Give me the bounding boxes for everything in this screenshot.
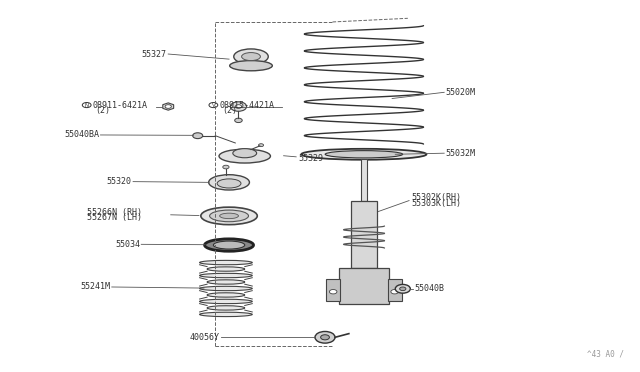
Text: (2): (2) — [222, 106, 237, 115]
Bar — [361, 159, 367, 201]
Circle shape — [193, 133, 203, 139]
Ellipse shape — [220, 213, 239, 219]
Circle shape — [330, 289, 337, 294]
Circle shape — [223, 165, 229, 169]
Text: 55329: 55329 — [298, 154, 323, 163]
Circle shape — [165, 105, 172, 108]
Ellipse shape — [207, 306, 244, 310]
Text: 55040B: 55040B — [414, 284, 444, 293]
Text: 55267N (LH): 55267N (LH) — [86, 213, 141, 222]
Circle shape — [396, 285, 410, 293]
Circle shape — [236, 105, 242, 108]
Ellipse shape — [207, 280, 244, 284]
Text: 55040BA: 55040BA — [64, 131, 99, 140]
Ellipse shape — [219, 149, 271, 163]
Text: 55241M: 55241M — [81, 282, 111, 292]
Ellipse shape — [242, 52, 260, 61]
Ellipse shape — [205, 239, 253, 251]
Ellipse shape — [325, 151, 403, 158]
Ellipse shape — [217, 179, 241, 188]
Ellipse shape — [301, 149, 426, 160]
Circle shape — [235, 118, 242, 122]
Circle shape — [259, 144, 264, 147]
Ellipse shape — [201, 207, 257, 225]
Ellipse shape — [207, 267, 244, 271]
Text: 55302K(RH): 55302K(RH) — [411, 193, 461, 202]
Text: 55020M: 55020M — [445, 88, 476, 97]
Circle shape — [315, 331, 335, 343]
Text: ^43 A0 /: ^43 A0 / — [587, 350, 624, 359]
Text: 55327: 55327 — [141, 49, 166, 58]
Text: 55034: 55034 — [115, 240, 140, 249]
Ellipse shape — [200, 312, 252, 317]
Ellipse shape — [200, 286, 252, 291]
Ellipse shape — [234, 49, 268, 64]
Text: (2): (2) — [95, 106, 111, 115]
Text: N: N — [84, 103, 89, 108]
Bar — [326, 279, 340, 301]
Ellipse shape — [213, 241, 244, 249]
Ellipse shape — [207, 293, 244, 297]
Text: 55303K(LH): 55303K(LH) — [411, 199, 461, 208]
Text: 08911-6421A: 08911-6421A — [92, 100, 147, 110]
Bar — [351, 201, 377, 268]
Bar — [339, 268, 389, 304]
Circle shape — [321, 335, 330, 340]
Text: 40056Y: 40056Y — [189, 333, 220, 342]
Ellipse shape — [200, 299, 252, 304]
Bar — [388, 279, 401, 301]
Text: 55320: 55320 — [107, 177, 132, 186]
Text: V: V — [211, 103, 215, 108]
Circle shape — [230, 102, 246, 111]
Ellipse shape — [200, 273, 252, 278]
Ellipse shape — [200, 260, 252, 265]
Circle shape — [391, 289, 398, 294]
Text: 55032M: 55032M — [445, 149, 476, 158]
Text: 55266N (RH): 55266N (RH) — [86, 208, 141, 217]
Circle shape — [399, 287, 406, 291]
Ellipse shape — [210, 210, 248, 222]
Ellipse shape — [233, 149, 257, 158]
Polygon shape — [163, 103, 173, 110]
Ellipse shape — [209, 175, 250, 190]
Text: 08915-4421A: 08915-4421A — [219, 100, 274, 110]
Ellipse shape — [230, 61, 273, 71]
